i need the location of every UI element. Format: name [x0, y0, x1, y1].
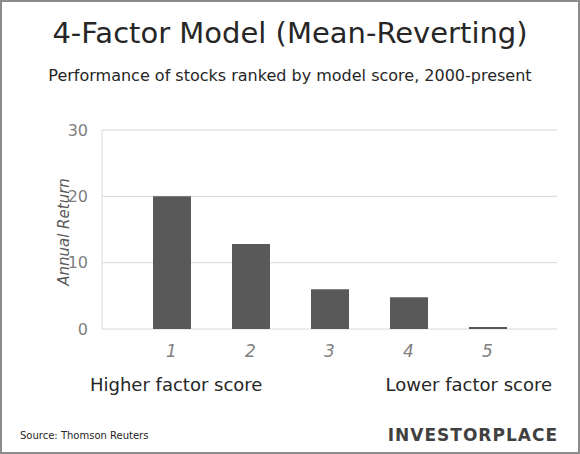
svg-text:4: 4: [403, 341, 414, 361]
html-text:Performance of stocks ranked b: Performance of stocks ranked by model sc…: [48, 66, 532, 85]
svg-text:20: 20: [68, 187, 88, 206]
html-text:INVESTORPLACE: INVESTORPLACE: [387, 425, 558, 445]
html-text:Lower factor score: Lower factor score: [385, 374, 552, 395]
svg-text:30: 30: [68, 121, 88, 140]
html-text:Annual Return: Annual Return: [55, 178, 73, 286]
html-text:Higher factor score: Higher factor score: [90, 374, 263, 395]
html-text:4-Factor Model (Mean-Reverting: 4-Factor Model (Mean-Reverting): [52, 16, 528, 50]
html-text:Source: Thomson Reuters: Source: Thomson Reuters: [20, 430, 149, 441]
svg-text:2: 2: [245, 341, 256, 361]
svg-text:5: 5: [482, 341, 493, 361]
svg-text:3: 3: [324, 341, 335, 361]
svg-text:1: 1: [166, 341, 177, 361]
svg-text:0: 0: [78, 320, 88, 339]
svg-text:10: 10: [68, 253, 88, 272]
